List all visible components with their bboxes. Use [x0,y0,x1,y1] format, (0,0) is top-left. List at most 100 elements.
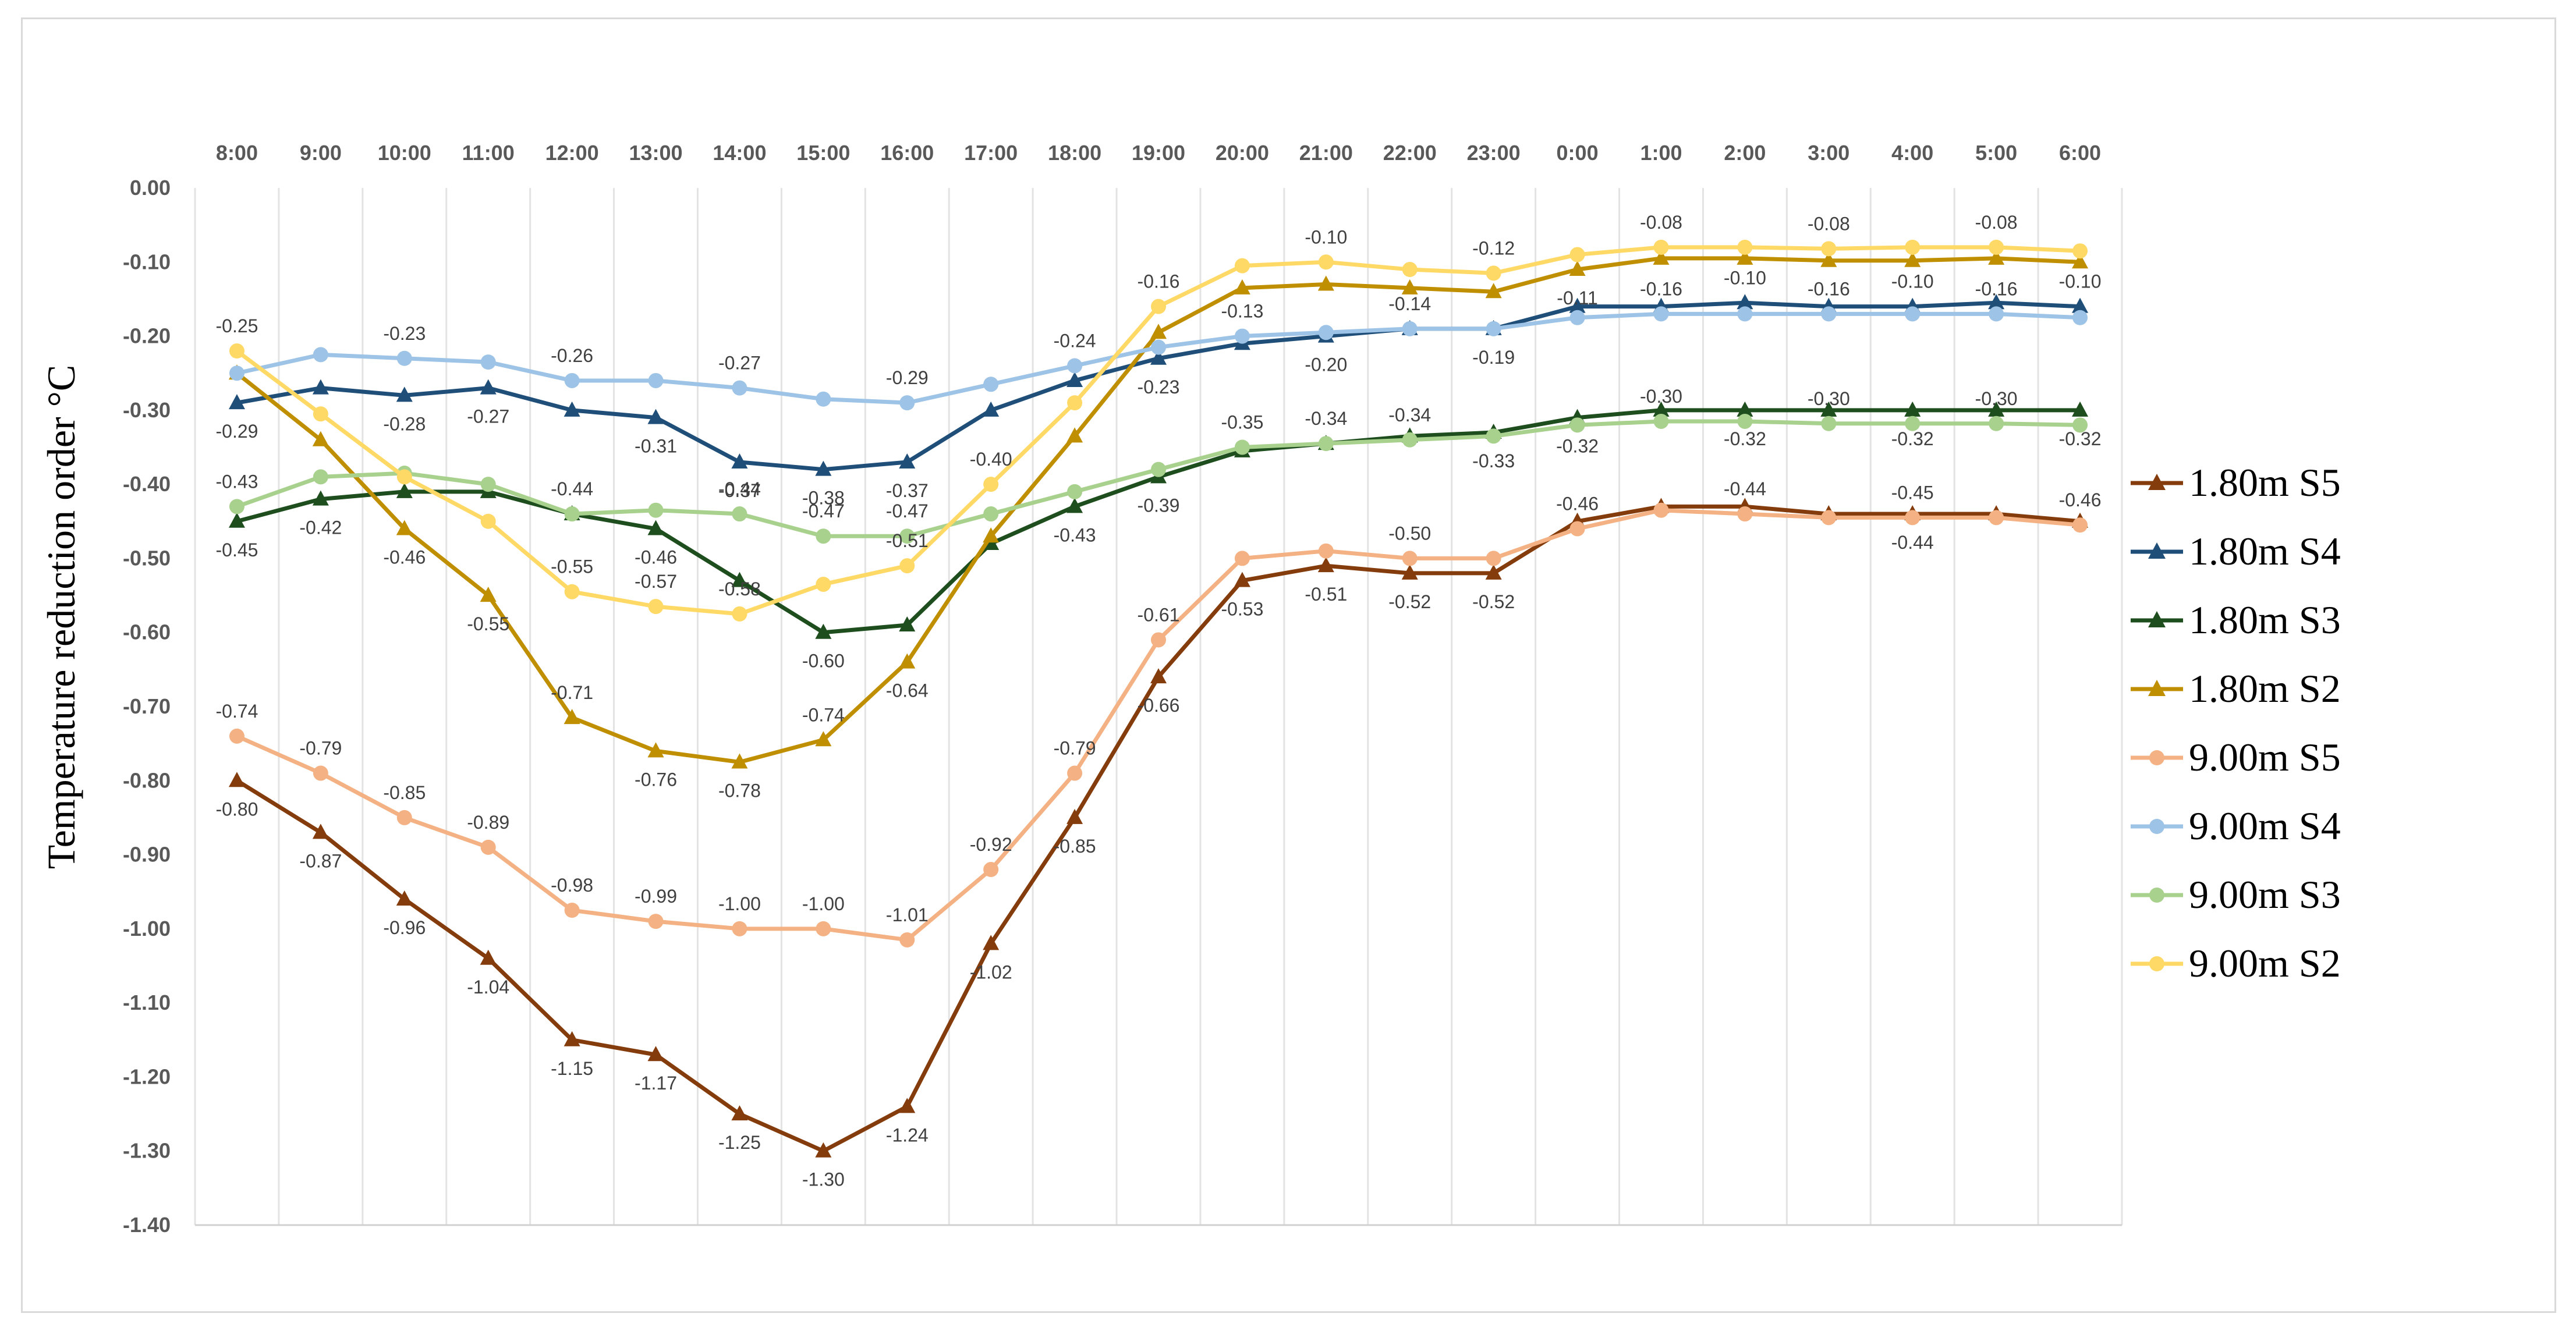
x-tick-label: 15:00 [796,141,850,165]
data-label: -0.08 [1975,212,2018,233]
data-point [1234,439,1250,455]
data-label: -0.46 [2059,489,2102,510]
data-point [1401,279,1418,294]
data-label: -0.44 [1891,532,1934,553]
data-label: -1.15 [551,1058,593,1079]
data-point [647,742,664,758]
data-label: -0.47 [802,501,845,521]
y-tick-label: -0.40 [123,472,171,496]
data-point [1905,510,1921,526]
series-line [236,408,2081,635]
data-label: -0.20 [1305,354,1347,375]
data-point [899,1098,916,1113]
data-point [1402,262,1418,278]
data-point [1151,299,1166,314]
data-point [228,394,245,410]
data-point [1402,432,1418,448]
data-point [396,520,413,535]
data-point [1569,261,1586,276]
data-label: -0.39 [1138,495,1180,516]
data-point [1318,436,1334,452]
data-label: -0.23 [1138,377,1180,397]
data-label: -0.64 [886,680,929,701]
data-label: -0.13 [1221,301,1263,322]
x-tick-label: 18:00 [1048,141,1101,165]
legend-item: 1.80m S3 [2131,598,2341,642]
data-point [648,914,664,929]
data-point [312,824,329,839]
data-label: -0.10 [1305,226,1347,247]
data-label: -0.58 [718,578,761,599]
data-label: -0.34 [1388,404,1431,425]
x-tick-label: 21:00 [1299,141,1353,165]
data-point [648,502,664,518]
data-point [480,839,496,855]
data-label: -1.24 [886,1124,929,1145]
data-point [1486,551,1501,566]
data-point [1485,564,1502,580]
data-point [731,453,748,468]
data-point [983,527,1000,543]
data-label: -0.32 [2059,428,2102,449]
data-point [899,395,915,411]
data-point [564,506,580,522]
data-point [1653,401,1670,417]
data-point [983,477,999,492]
x-tick-label: 13:00 [629,141,682,165]
data-label: -0.30 [1975,388,2018,409]
data-point [1318,254,1334,270]
data-point [229,343,245,359]
data-point [1988,294,2005,310]
data-label: -0.12 [1472,237,1515,258]
x-tick-label: 19:00 [1132,141,1185,165]
data-label: -0.45 [1891,482,1934,503]
data-label: -0.24 [1054,330,1096,351]
data-label: -0.92 [970,834,1012,855]
data-point [899,616,916,631]
data-label: -1.00 [718,893,761,914]
data-point [396,890,413,906]
data-point [899,653,916,669]
data-point [815,1142,832,1158]
y-tick-label: -0.30 [123,398,171,422]
series-line [236,504,2081,1153]
data-point [313,406,328,422]
y-tick-label: -1.20 [123,1064,171,1088]
data-point [1234,572,1250,587]
data-point [312,490,329,506]
x-tick-label: 22:00 [1383,141,1437,165]
x-tick-label: 11:00 [462,141,515,165]
legend-marker [2148,611,2166,627]
series-9-00m-s4 [229,306,2088,411]
legend-marker [2148,542,2166,559]
data-point [1821,416,1837,431]
data-label: -0.29 [215,421,258,442]
data-point [899,932,915,947]
data-label: -0.34 [1305,408,1347,429]
y-tick-label: -1.10 [123,991,171,1014]
data-point [1067,395,1083,411]
legend-label: 9.00m S3 [2189,872,2341,917]
data-point [480,354,496,370]
y-tick-label: -0.70 [123,694,171,718]
data-label: -0.23 [383,323,426,344]
y-tick-label: -0.20 [123,324,171,348]
legend-item: 1.80m S5 [2131,460,2341,505]
legend-label: 9.00m S5 [2189,735,2341,779]
y-axis-ticks: 0.00 -0.10 -0.20 -0.30 -0.40 -0.50 -0.60 -0.70 -… [123,176,171,1237]
data-label: -0.37 [718,480,761,501]
data-label: -0.80 [215,798,258,819]
data-label: -0.27 [718,353,761,374]
data-label: -0.30 [1640,386,1682,407]
data-point [228,512,245,528]
data-point [732,506,747,522]
data-point [1569,310,1585,325]
data-label: -0.32 [1891,428,1934,449]
data-point [480,949,497,965]
data-point [396,350,412,366]
data-point [1402,551,1418,566]
series-9-00m-s3 [229,413,2088,544]
data-point [1066,498,1083,513]
data-labels-layer: -0.80 -0.87 -0.96 -1.04 -1.15 -1.17 -1.25 -1.30… [215,212,2101,1190]
